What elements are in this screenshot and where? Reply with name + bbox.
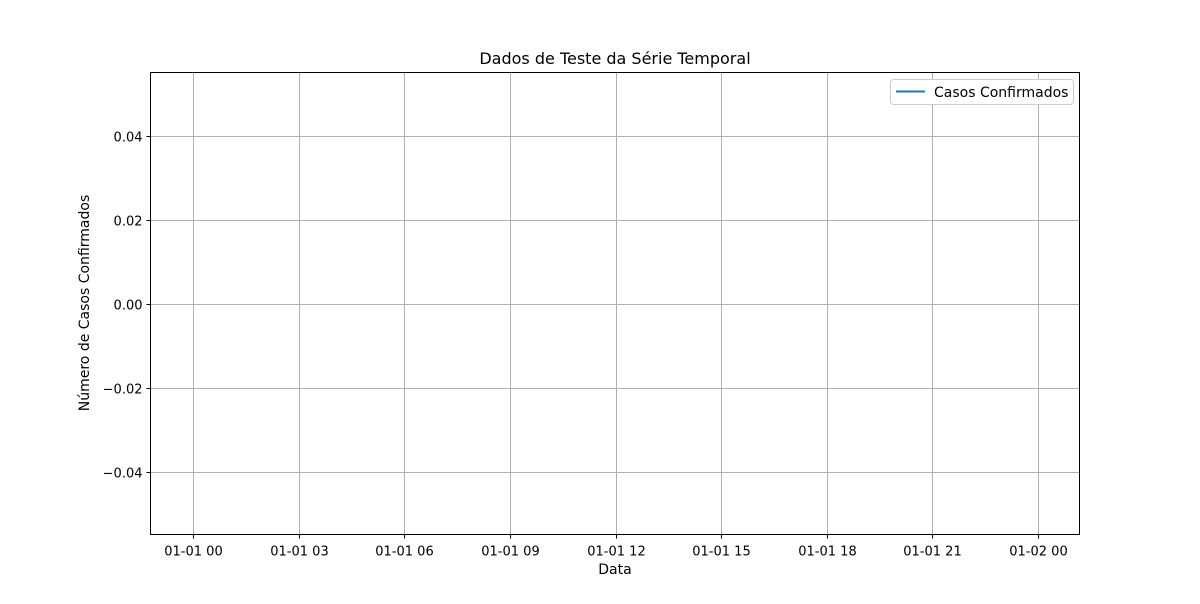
plot-area — [150, 72, 1080, 535]
x-tick-label: 01-02 00 — [1009, 545, 1067, 560]
x-tick-label: 01-01 03 — [270, 545, 328, 560]
chart-title: Dados de Teste da Série Temporal — [479, 49, 750, 68]
x-axis-ticks: 01-01 00 01-01 03 01-01 06 01-01 09 01-01 12… — [164, 534, 1068, 560]
legend-box — [890, 79, 1074, 105]
x-tick-label: 01-01 12 — [587, 545, 645, 560]
x-tick-label: 01-01 00 — [164, 545, 222, 560]
x-tick-label: 01-01 09 — [481, 545, 539, 560]
legend: Casos Confirmados — [890, 79, 1074, 105]
grid-lines — [150, 72, 1080, 535]
y-tick-label: −0.04 — [103, 467, 143, 482]
x-tick-label: 01-01 18 — [798, 545, 856, 560]
y-axis-ticks: 0.04 0.02 0.00 −0.02 −0.04 — [103, 131, 151, 482]
y-tick-label: 0.00 — [114, 299, 143, 314]
y-tick-label: 0.04 — [114, 131, 143, 146]
y-axis-label: Número de Casos Confirmados — [77, 195, 93, 411]
x-tick-label: 01-01 06 — [375, 545, 433, 560]
x-tick-label: 01-01 21 — [903, 545, 961, 560]
x-tick-label: 01-01 15 — [692, 545, 750, 560]
y-tick-label: −0.02 — [103, 383, 143, 398]
legend-series-label: Casos Confirmados — [934, 85, 1068, 101]
x-axis-label: Data — [598, 562, 631, 578]
y-tick-label: 0.02 — [114, 215, 143, 230]
